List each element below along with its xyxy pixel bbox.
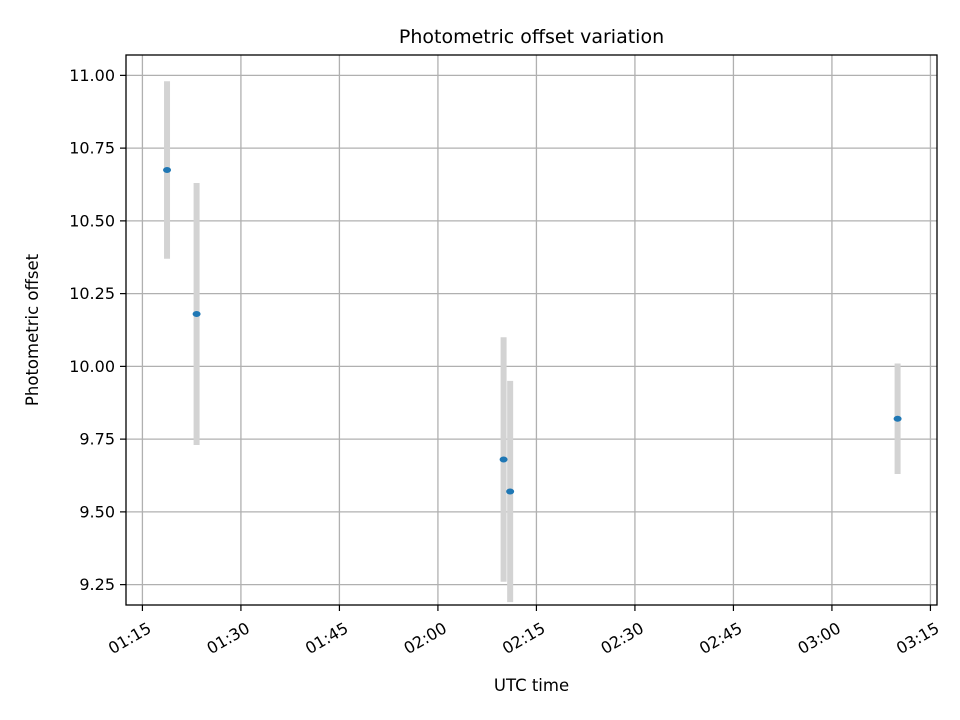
data-point [192, 310, 201, 317]
grid [126, 55, 937, 605]
x-tick-label: 03:15 [893, 618, 942, 658]
error-bars [164, 81, 901, 603]
x-tick-label: 02:00 [400, 618, 449, 658]
data-point [499, 456, 508, 463]
x-tick-label: 01:15 [105, 618, 154, 658]
y-tick-label: 9.75 [79, 430, 115, 449]
data-point [163, 166, 172, 173]
chart-title: Photometric offset variation [399, 26, 664, 48]
x-tick-label: 01:45 [302, 618, 351, 658]
y-tick-label: 10.75 [69, 139, 115, 158]
data-point [506, 488, 515, 495]
x-tick-label: 02:15 [499, 618, 548, 658]
y-tick-label: 9.25 [79, 575, 115, 594]
x-tick-label: 02:30 [597, 618, 646, 658]
y-tick-label: 10.00 [69, 357, 115, 376]
x-tick-label: 01:30 [203, 618, 252, 658]
y-tick-label: 10.25 [69, 284, 115, 303]
data-point [893, 415, 902, 422]
y-tick-label: 11.00 [69, 66, 115, 85]
y-axis-title: Photometric offset [23, 253, 42, 406]
x-tick-label: 03:00 [794, 618, 843, 658]
x-tick-label: 02:45 [696, 618, 745, 658]
data-points [163, 166, 902, 495]
plot-area-frame [125, 54, 938, 606]
x-axis-title: UTC time [494, 676, 569, 695]
y-tick-label: 10.50 [69, 211, 115, 230]
y-tick-label: 9.50 [79, 502, 115, 521]
